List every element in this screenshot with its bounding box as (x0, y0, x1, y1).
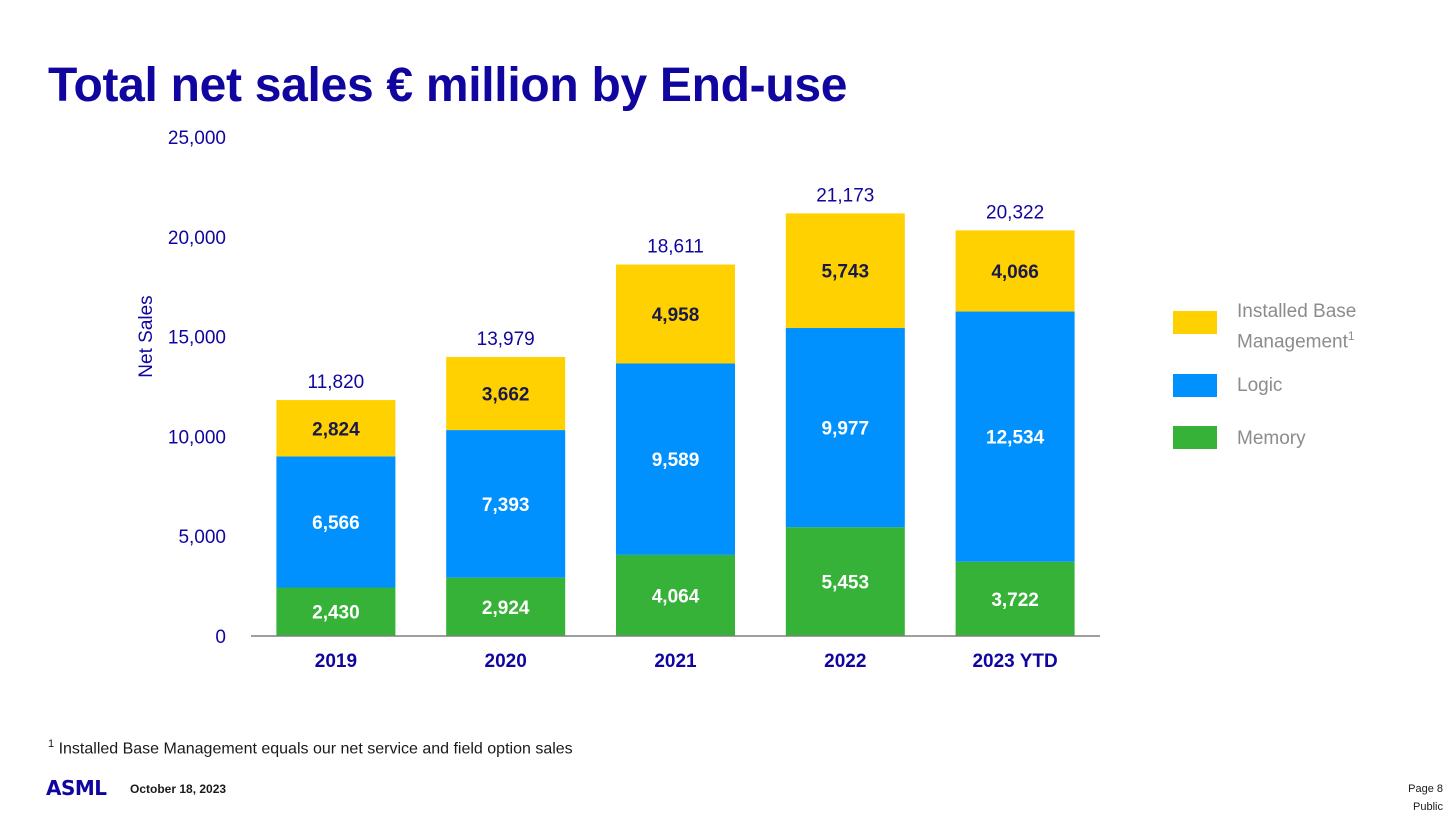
y-tick-label: 15,000 (168, 328, 226, 349)
data-label-logic: 9,589 (652, 450, 700, 471)
footnote-marker: 1 (48, 738, 55, 750)
total-label: 13,979 (477, 329, 535, 350)
bar-segment-memory-2021 (616, 554, 735, 636)
classification-label: Public (1413, 801, 1443, 813)
bar-segment-installed-base-management-2021 (616, 264, 735, 364)
x-tick-label: 2021 (654, 651, 697, 672)
x-tick-label: 2020 (485, 651, 527, 672)
data-label-installed-base-management: 4,066 (991, 262, 1039, 283)
bar-segment-installed-base-management-2019 (276, 400, 396, 457)
x-tick-label: 2019 (315, 651, 357, 672)
y-tick-label: 20,000 (168, 228, 226, 249)
bar-segment-logic-2019 (276, 456, 396, 588)
y-tick-label: 5,000 (178, 527, 226, 548)
y-tick-label: 25,000 (168, 128, 226, 149)
data-label-installed-base-management: 5,743 (822, 262, 870, 283)
data-label-logic: 9,977 (822, 419, 870, 440)
y-axis-title: Net Sales (136, 295, 157, 377)
bar-segment-logic-2021 (616, 363, 735, 555)
bar-segment-logic-2022 (785, 328, 905, 528)
data-label-memory: 2,430 (312, 603, 360, 624)
legend-label-logic: Logic (1237, 375, 1283, 396)
bar-segment-memory-2019 (276, 587, 396, 636)
y-tick-label: 10,000 (168, 427, 226, 448)
data-label-installed-base-management: 2,824 (312, 419, 360, 440)
total-label: 18,611 (647, 237, 704, 258)
legend-swatch-installed-base (1173, 311, 1217, 334)
legend-label-memory: Memory (1237, 428, 1306, 449)
data-label-logic: 7,393 (482, 495, 530, 516)
total-label: 11,820 (308, 372, 365, 393)
bar-segment-installed-base-management-2020 (446, 356, 566, 431)
data-label-memory: 4,064 (652, 586, 700, 607)
y-tick-label: 0 (215, 627, 226, 648)
page-title: Total net sales € million by End-use (48, 59, 848, 112)
footnote-text: Installed Base Management equals our net… (54, 740, 573, 758)
data-label-logic: 6,566 (312, 513, 360, 534)
asml-logo: ASML (46, 776, 107, 800)
data-label-installed-base-management: 3,662 (482, 385, 530, 406)
bar-segment-installed-base-management-2022 (785, 213, 905, 329)
footnote: 1 Installed Base Management equals our n… (48, 738, 573, 758)
bar-segment-memory-2022 (785, 527, 905, 636)
bar-segment-logic-2020 (446, 430, 566, 578)
data-label-logic: 12,534 (986, 428, 1045, 449)
bar-segment-memory-2023-ytd (955, 561, 1075, 636)
total-label: 20,322 (986, 202, 1044, 223)
bar-segment-logic-2023-ytd (955, 311, 1075, 562)
presentation-date: October 18, 2023 (130, 782, 227, 796)
legend-label-installed-base: Installed Base Management1 (1237, 301, 1357, 353)
data-label-memory: 2,924 (482, 598, 530, 619)
bar-segment-installed-base-management-2023-ytd (955, 230, 1075, 312)
data-label-memory: 3,722 (991, 590, 1039, 611)
data-label-installed-base-management: 4,958 (652, 305, 700, 326)
data-label-memory: 5,453 (822, 573, 870, 594)
legend-swatch-memory (1173, 426, 1217, 449)
legend-swatch-logic (1173, 374, 1217, 397)
x-tick-label: 2022 (824, 651, 866, 672)
page-number: Page 8 (1408, 783, 1443, 795)
total-label: 21,173 (816, 185, 874, 206)
x-tick-label: 2023 YTD (972, 651, 1057, 672)
bar-segment-memory-2020 (446, 577, 566, 636)
